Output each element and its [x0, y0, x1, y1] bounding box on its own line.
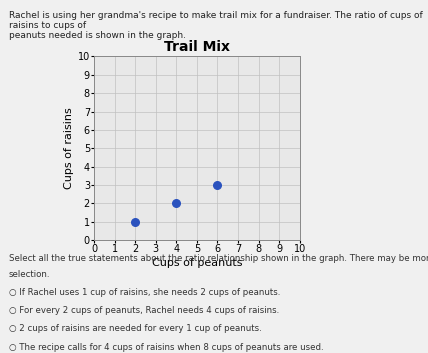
X-axis label: Cups of peanuts: Cups of peanuts [152, 258, 242, 268]
Point [132, 219, 139, 225]
Text: selection.: selection. [9, 270, 50, 279]
Text: Rachel is using her grandma's recipe to make trail mix for a fundraiser. The rat: Rachel is using her grandma's recipe to … [9, 11, 422, 40]
Text: Select all the true statements about the ratio relationship shown in the graph. : Select all the true statements about the… [9, 254, 428, 263]
Text: ○ If Rachel uses 1 cup of raisins, she needs 2 cups of peanuts.: ○ If Rachel uses 1 cup of raisins, she n… [9, 288, 280, 297]
Text: ○ 2 cups of raisins are needed for every 1 cup of peanuts.: ○ 2 cups of raisins are needed for every… [9, 324, 262, 333]
Text: ○ For every 2 cups of peanuts, Rachel needs 4 cups of raisins.: ○ For every 2 cups of peanuts, Rachel ne… [9, 306, 279, 315]
Point [173, 201, 180, 206]
Title: Trail Mix: Trail Mix [164, 40, 230, 54]
Point [214, 182, 221, 188]
Text: ○ The recipe calls for 4 cups of raisins when 8 cups of peanuts are used.: ○ The recipe calls for 4 cups of raisins… [9, 343, 323, 352]
Y-axis label: Cups of raisins: Cups of raisins [64, 107, 74, 189]
